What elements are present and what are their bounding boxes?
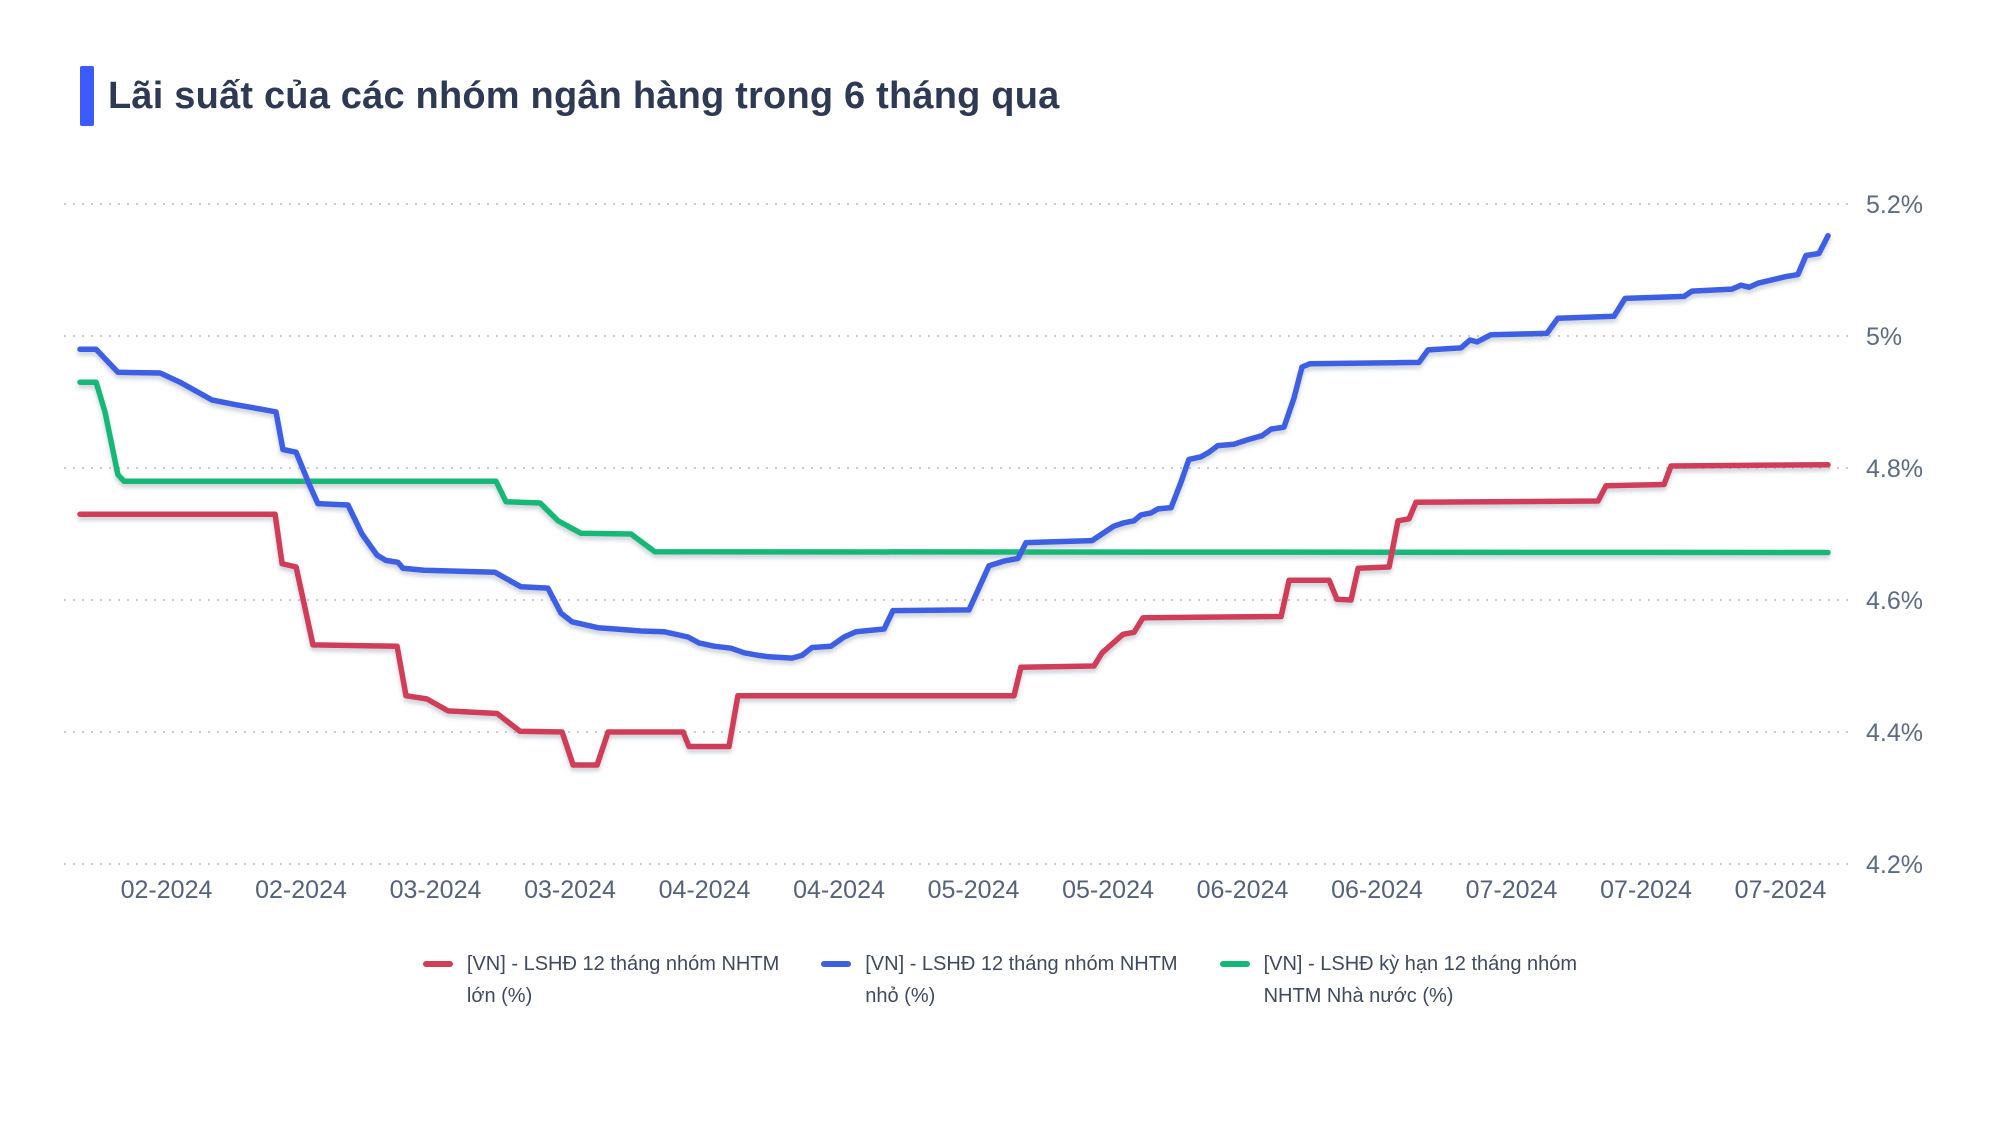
legend-dash-nhtm-nho: [821, 961, 852, 967]
x-axis-label: 02-2024: [121, 876, 213, 904]
x-axis-label: 05-2024: [928, 876, 1020, 904]
legend-item-nhtm-nho[interactable]: [VN] - LSHĐ 12 tháng nhóm NHTM nhỏ (%): [821, 948, 1178, 1012]
series-line-nhtm-nha-nuoc: [77, 379, 1831, 556]
series-line-nhtm-lon: [77, 461, 1831, 768]
x-axis-label: 02-2024: [255, 876, 347, 904]
series-line-nhtm-nho: [77, 232, 1831, 661]
legend-item-nhtm-lon[interactable]: [VN] - LSHĐ 12 tháng nhóm NHTM lớn (%): [422, 948, 780, 1012]
x-axis-label: 07-2024: [1735, 876, 1827, 904]
chart-legend: [VN] - LSHĐ 12 tháng nhóm NHTM lớn (%) [V…: [0, 948, 2000, 1012]
legend-label: [VN] - LSHĐ 12 tháng nhóm NHTM nhỏ (%): [865, 953, 1178, 1007]
title-accent-bar: [80, 66, 94, 126]
y-axis-label: 4.6%: [1866, 587, 1923, 615]
x-axis-label: 05-2024: [1062, 876, 1154, 904]
y-axis-label: 5.2%: [1866, 191, 1923, 219]
legend-label: [VN] - LSHĐ 12 tháng nhóm NHTM lớn (%): [466, 953, 780, 1007]
x-axis-label: 06-2024: [1331, 876, 1423, 904]
y-axis-label: 4.8%: [1866, 455, 1923, 483]
x-axis-label: 06-2024: [1197, 876, 1289, 904]
chart-header: Lãi suất của các nhóm ngân hàng trong 6 …: [80, 66, 1059, 126]
legend-dash-nhtm-nha-nuoc: [1219, 961, 1250, 967]
y-axis-label: 4.2%: [1866, 851, 1923, 879]
x-axis-label: 03-2024: [390, 876, 482, 904]
legend-item-nhtm-nha-nuoc[interactable]: [VN] - LSHĐ kỳ hạn 12 tháng nhóm NHTM Nh…: [1219, 948, 1578, 1012]
x-axis-label: 04-2024: [793, 876, 885, 904]
x-axis-label: 03-2024: [524, 876, 616, 904]
x-axis-label: 04-2024: [659, 876, 751, 904]
line-chart: 5.2% 5% 4.8% 4.6% 4.4% 4.2% 02-2024 02-2024 03-2…: [0, 150, 2000, 930]
y-axis-label: 5%: [1866, 323, 1902, 351]
page-title: Lãi suất của các nhóm ngân hàng trong 6 …: [108, 74, 1060, 117]
legend-dash-nhtm-lon: [422, 961, 453, 967]
chart-canvas: 5.2% 5% 4.8% 4.6% 4.4% 4.2% 02-2024 02-2024 03-2…: [64, 191, 1923, 904]
y-axis-label: 4.4%: [1866, 719, 1923, 747]
x-axis-label: 07-2024: [1466, 876, 1558, 904]
x-axis-label: 07-2024: [1600, 876, 1692, 904]
legend-label: [VN] - LSHĐ kỳ hạn 12 tháng nhóm NHTM Nh…: [1263, 953, 1578, 1007]
